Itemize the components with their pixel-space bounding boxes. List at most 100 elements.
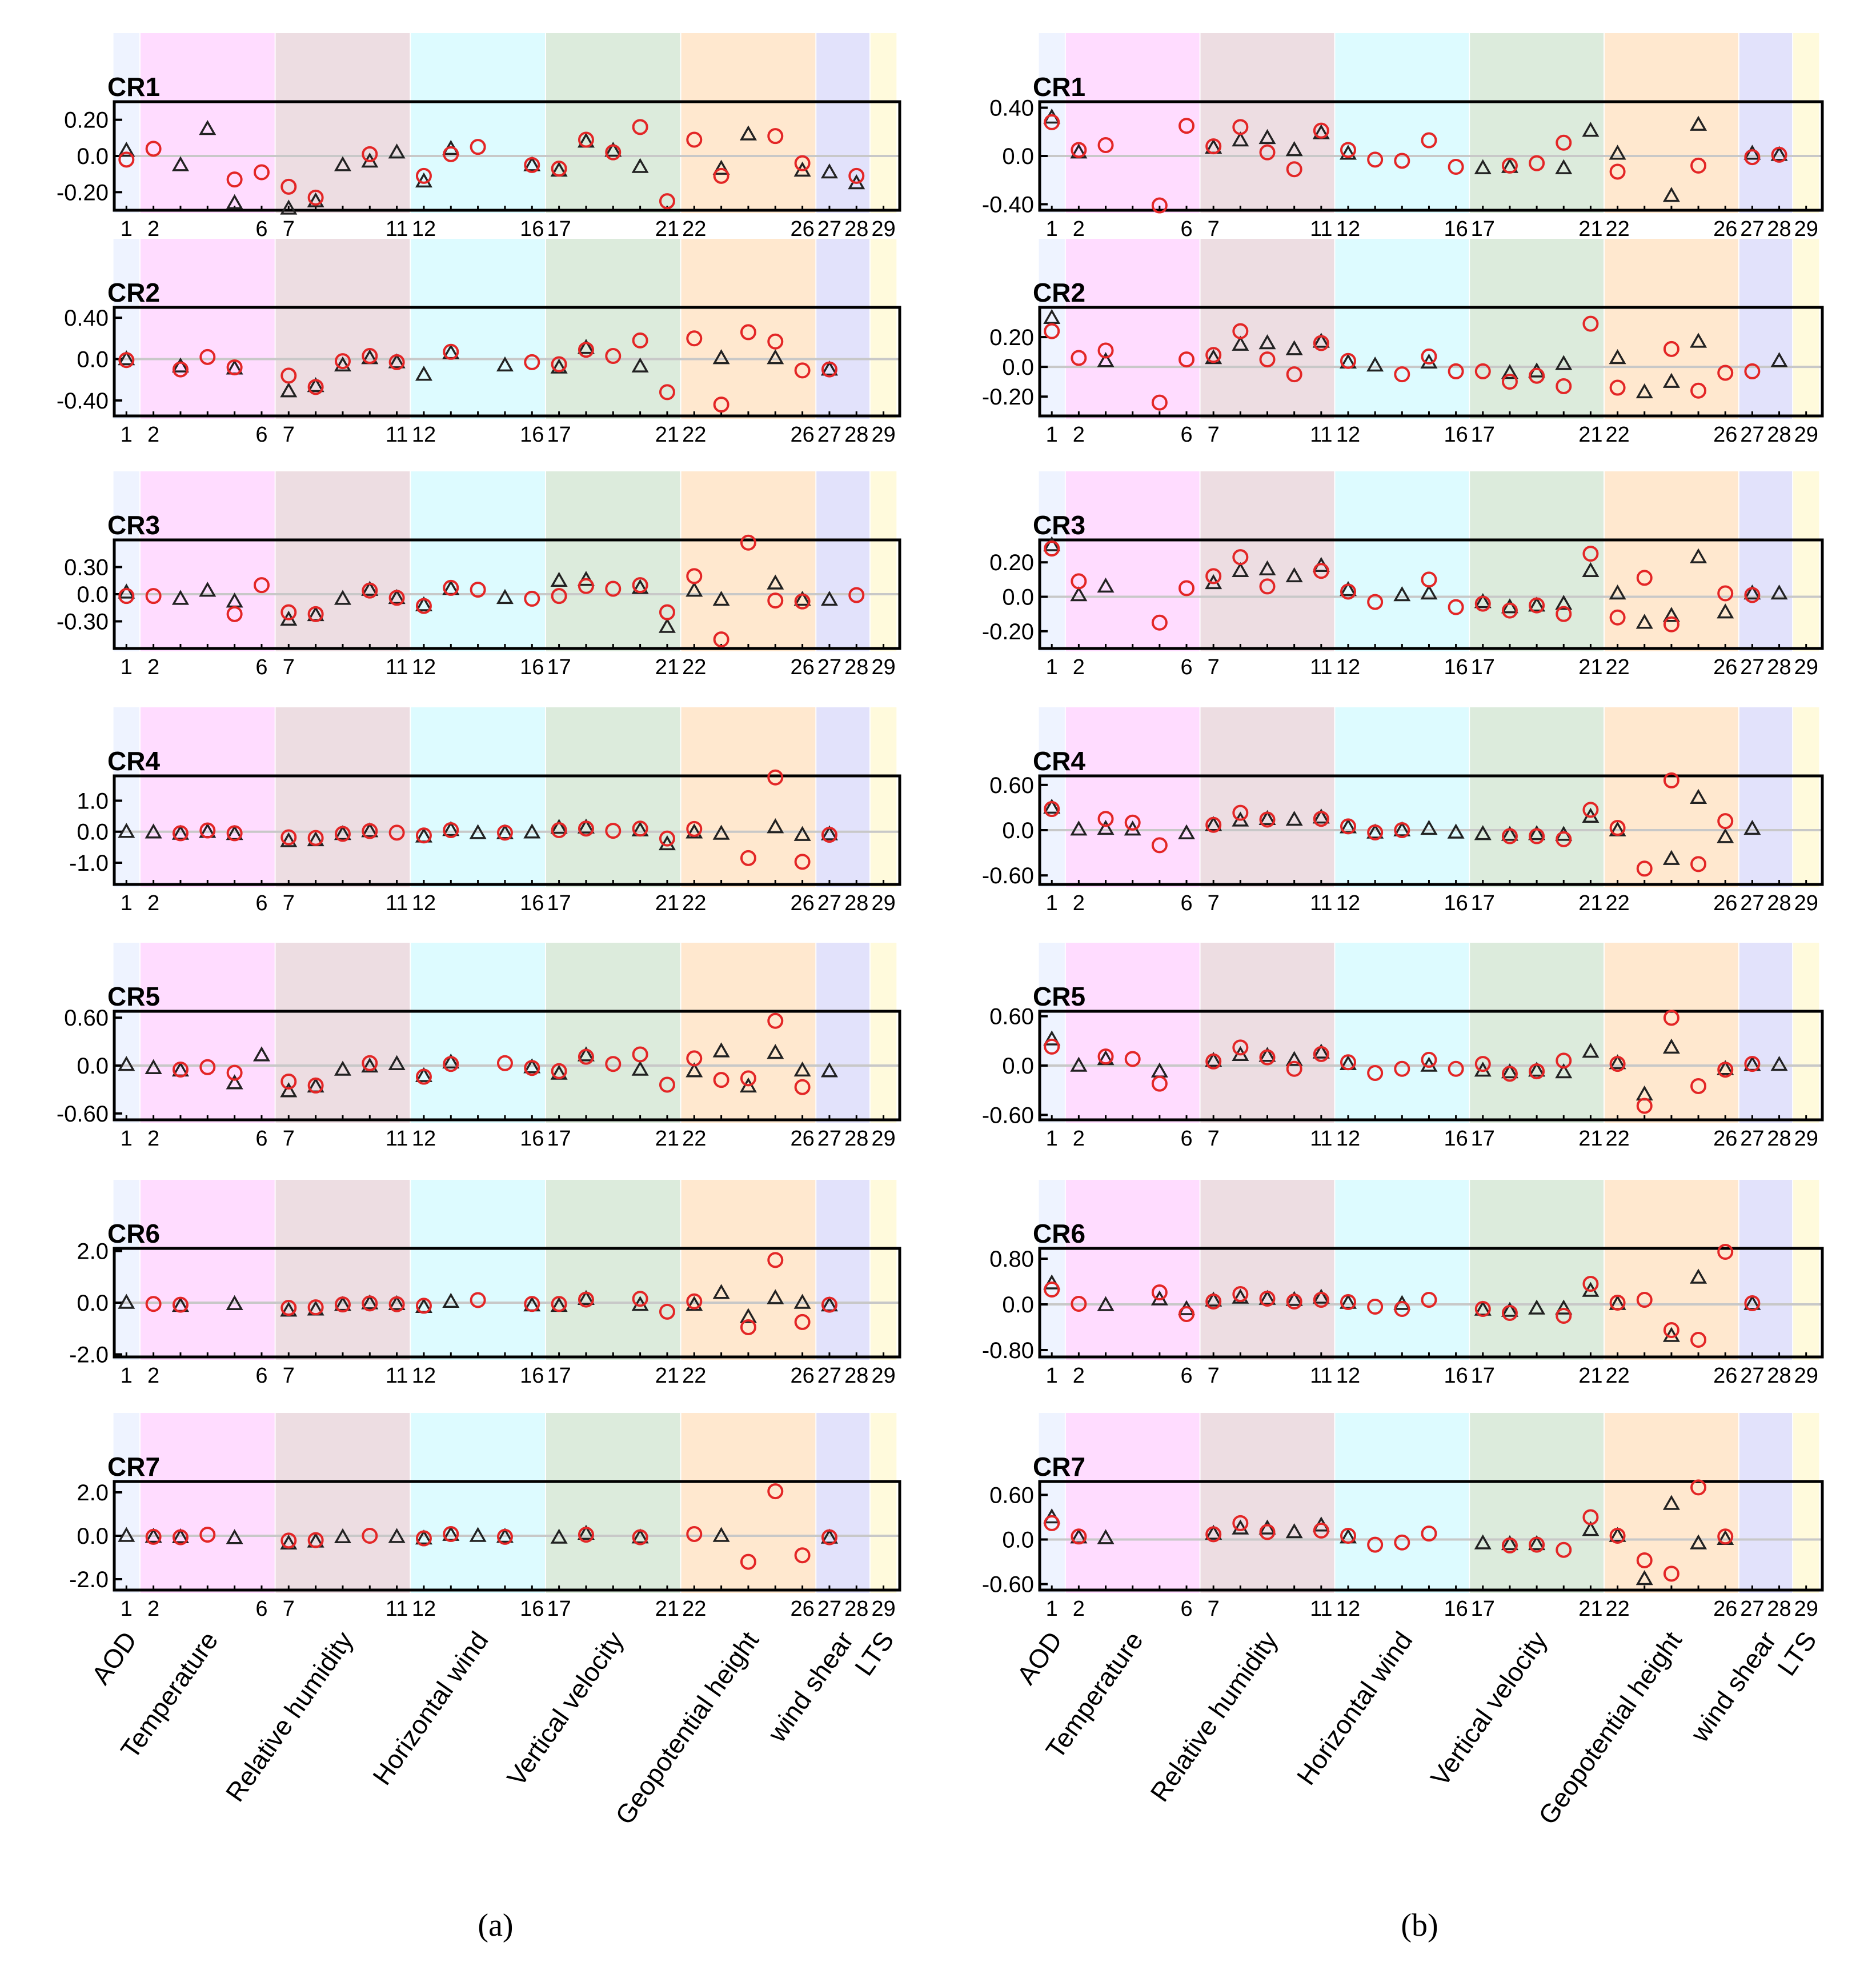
x-tick-label: 17 (1471, 655, 1495, 679)
x-tick-label: 27 (817, 217, 841, 241)
variable-bands (1039, 239, 1819, 419)
triangle-point (226, 1074, 243, 1090)
x-tick-label: 28 (844, 1127, 868, 1151)
triangle-point (361, 580, 379, 596)
circle-point (1663, 1010, 1679, 1026)
band-temperature (1065, 707, 1200, 887)
y-tick-label: 1.0 (77, 788, 109, 814)
x-tick-label: 11 (1310, 1364, 1332, 1388)
x-tick-label: 21 (1578, 1364, 1602, 1388)
y-tick-label: -2.0 (69, 1342, 109, 1367)
y-tick-label: -0.20 (982, 619, 1034, 644)
band-wind-shear (1739, 1413, 1793, 1593)
band-geopotential-height (681, 33, 816, 213)
circle-point (1259, 1049, 1276, 1066)
x-tick-label: 28 (1767, 891, 1791, 915)
circle-point (740, 534, 756, 551)
variable-bands (113, 33, 897, 213)
circle-point (740, 1070, 756, 1087)
band-lts (870, 1180, 897, 1360)
x-tick-label: 29 (871, 891, 895, 915)
triangle-point (1690, 788, 1707, 804)
circle-point (1771, 146, 1787, 163)
y-tick-label: 0.60 (989, 1004, 1034, 1030)
triangle-point (523, 156, 541, 171)
x-tick-label: 11 (1310, 1127, 1332, 1151)
triangle-point (1690, 548, 1707, 563)
x-tick-label: 27 (1740, 1597, 1764, 1621)
triangle-point (171, 590, 189, 605)
triangle-point (388, 1055, 406, 1070)
circle-point (1044, 540, 1060, 557)
triangle-point (1232, 1519, 1249, 1535)
panel-title: CR2 (107, 278, 160, 307)
triangle-point (739, 1308, 757, 1323)
circle-point (1367, 594, 1384, 610)
x-tick-label: 29 (1794, 1597, 1818, 1621)
triangle-point (631, 1060, 649, 1076)
circle-point (1286, 1294, 1302, 1310)
x-tick-label: 29 (871, 217, 895, 241)
panel-title: CR3 (1033, 510, 1085, 540)
circle-point (686, 820, 703, 837)
circle-point (1313, 1292, 1329, 1308)
band-lts (870, 239, 897, 419)
band-vertical-velocity (1470, 1180, 1604, 1360)
band-vertical-velocity (1470, 707, 1604, 887)
circle-point (713, 1072, 729, 1088)
triangle-point (1258, 1290, 1276, 1305)
circle-point (1340, 818, 1356, 835)
triangle-point (1555, 1063, 1573, 1079)
triangle-point (1636, 614, 1653, 629)
triangle-point (1582, 122, 1600, 137)
triangle-point (1285, 1523, 1303, 1539)
x-tick-label: 26 (790, 1597, 814, 1621)
circle-point (551, 1063, 567, 1079)
x-tick-label: 27 (817, 423, 841, 447)
circle-point (199, 822, 216, 839)
triangle-point (334, 590, 351, 605)
triangle-point (1528, 1062, 1546, 1077)
circle-point (1259, 1291, 1276, 1307)
triangle-point (1070, 586, 1088, 602)
x-tick-label: 22 (1605, 1597, 1629, 1621)
triangle-point (415, 596, 432, 611)
x-tick-label: 22 (682, 655, 706, 679)
y-tick-label: 0.0 (1002, 1528, 1034, 1553)
plot-frame (113, 774, 901, 886)
circle-point (1421, 1525, 1437, 1542)
circle-point (1313, 335, 1329, 351)
band-vertical-velocity (546, 471, 680, 651)
circle-point (1421, 348, 1437, 365)
circle-point (307, 189, 324, 206)
circle-point (1529, 1063, 1545, 1080)
panel-title: CR4 (1033, 746, 1085, 776)
circle-point (767, 128, 784, 145)
triangle-point (1555, 595, 1573, 610)
circle-point (848, 587, 865, 603)
circle-point (767, 592, 784, 609)
circle-point (496, 824, 513, 841)
triangle-point (739, 125, 757, 141)
band-temperature (140, 239, 275, 419)
x-tick-label: 17 (1471, 1127, 1495, 1151)
triangle-point (118, 141, 135, 157)
circle-point (1044, 1038, 1060, 1055)
band-horizontal-wind (411, 1413, 546, 1593)
circle-point (740, 1319, 756, 1335)
triangle-point (1528, 596, 1546, 612)
band-relative-humidity (1200, 1180, 1334, 1360)
triangle-point (1717, 828, 1734, 843)
x-tick-label: 6 (255, 423, 267, 447)
circle-point (794, 155, 811, 171)
x-tick-label: 6 (255, 655, 267, 679)
y-tick-label: 0.80 (989, 1247, 1034, 1272)
triangle-point (1043, 1030, 1061, 1046)
triangle-point (550, 571, 568, 587)
x-tick-label: 12 (1336, 1364, 1360, 1388)
circle-point (388, 590, 405, 606)
band-aod (113, 707, 140, 887)
x-tick-label: 29 (1794, 1127, 1818, 1151)
